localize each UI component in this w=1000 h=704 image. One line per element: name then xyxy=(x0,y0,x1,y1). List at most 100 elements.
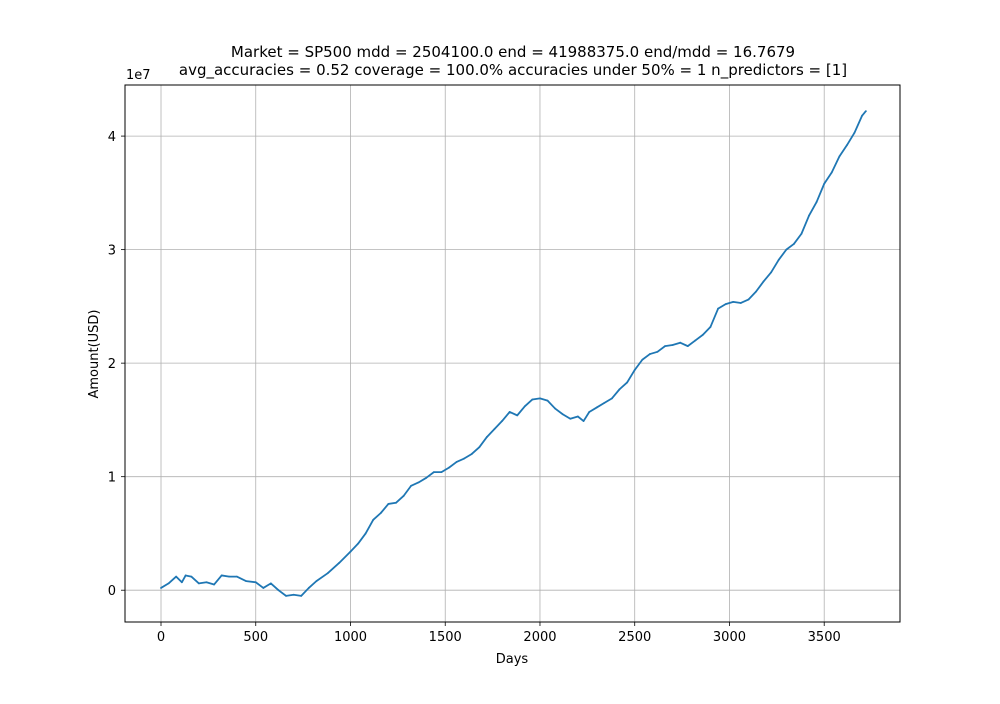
data-point xyxy=(561,413,564,416)
data-point xyxy=(300,594,303,597)
y-tick-label: 3 xyxy=(108,244,116,259)
data-point xyxy=(633,369,636,371)
data-point xyxy=(582,420,585,422)
data-point xyxy=(853,131,856,134)
x-tick-label: 1500 xyxy=(429,630,462,645)
data-point xyxy=(470,453,473,455)
data-point xyxy=(315,580,318,583)
y-tick-label: 2 xyxy=(108,357,116,372)
data-point xyxy=(516,414,519,417)
data-point xyxy=(603,401,606,404)
y-offset-label: 1e7 xyxy=(126,68,151,83)
data-point xyxy=(864,110,867,113)
data-point xyxy=(808,214,810,217)
data-point xyxy=(213,583,215,586)
data-point xyxy=(235,575,238,578)
data-point xyxy=(823,182,826,185)
x-axis-label: Days xyxy=(496,652,529,667)
y-axis-label: Amount(USD) xyxy=(87,309,102,398)
data-point xyxy=(425,476,428,479)
data-point xyxy=(292,593,295,596)
data-point xyxy=(167,582,170,585)
data-point xyxy=(595,406,598,409)
data-point xyxy=(554,407,557,410)
data-point xyxy=(770,271,773,274)
data-point xyxy=(732,300,735,303)
data-point xyxy=(523,405,526,408)
x-tick-label: 1000 xyxy=(334,630,367,645)
data-point xyxy=(228,575,231,578)
data-point xyxy=(546,399,549,402)
chart-title-line-2: avg_accuracies = 0.52 coverage = 100.0% … xyxy=(179,61,847,80)
data-point xyxy=(478,446,481,449)
data-point xyxy=(245,580,248,583)
data-point xyxy=(326,572,329,575)
data-point xyxy=(160,587,162,589)
data-point xyxy=(387,503,390,505)
data-point xyxy=(417,481,420,484)
data-point xyxy=(792,243,795,245)
x-tick-label: 2000 xyxy=(523,630,556,645)
data-point xyxy=(618,388,621,391)
data-point xyxy=(679,341,682,344)
data-point xyxy=(838,155,841,158)
data-point xyxy=(861,114,863,117)
data-point xyxy=(739,302,742,304)
data-point xyxy=(262,587,265,589)
data-point xyxy=(508,411,511,413)
data-point xyxy=(440,471,443,474)
data-point xyxy=(180,581,183,584)
data-point xyxy=(254,581,257,584)
data-point xyxy=(372,518,375,521)
data-point xyxy=(539,397,541,400)
data-point xyxy=(270,582,272,585)
x-tick-label: 2500 xyxy=(618,630,651,645)
data-point xyxy=(220,574,223,577)
axis-ticks: 0 500 1000 1500 2000 2500 3000 3500 0 1 2 3 4 xyxy=(108,130,841,645)
data-point xyxy=(724,303,727,306)
data-point xyxy=(463,457,466,460)
data-point xyxy=(717,307,719,310)
data-point xyxy=(493,428,496,430)
data-point xyxy=(694,339,697,342)
data-point xyxy=(448,466,450,469)
data-point xyxy=(611,397,613,400)
data-point xyxy=(626,381,629,384)
data-point xyxy=(486,436,488,438)
data-point xyxy=(747,298,750,301)
data-point xyxy=(501,420,503,422)
data-point xyxy=(402,495,405,497)
data-point xyxy=(777,258,780,261)
data-point xyxy=(664,345,666,348)
data-point xyxy=(576,415,579,418)
y-tick-label: 4 xyxy=(108,130,116,145)
data-point xyxy=(656,350,659,353)
grid-lines xyxy=(125,85,900,622)
data-point xyxy=(569,417,572,420)
series-line-amount xyxy=(160,110,867,597)
data-point xyxy=(815,201,818,203)
data-point xyxy=(785,248,788,251)
data-point xyxy=(671,344,674,346)
data-point xyxy=(395,501,397,504)
data-point xyxy=(709,325,712,328)
data-point xyxy=(531,398,534,401)
data-point xyxy=(648,353,651,355)
data-point xyxy=(285,594,287,597)
data-point xyxy=(830,171,833,174)
data-point xyxy=(190,575,193,578)
data-point xyxy=(175,575,178,578)
y-tick-label: 1 xyxy=(108,471,116,486)
x-tick-label: 500 xyxy=(243,630,268,645)
data-point xyxy=(432,471,435,474)
data-point xyxy=(702,333,704,336)
y-tick-label: 0 xyxy=(108,584,116,599)
data-point xyxy=(357,542,359,545)
x-tick-label: 3500 xyxy=(808,630,841,645)
data-point xyxy=(379,512,382,514)
data-point xyxy=(205,581,208,584)
data-point xyxy=(686,345,689,348)
data-point xyxy=(307,587,310,589)
